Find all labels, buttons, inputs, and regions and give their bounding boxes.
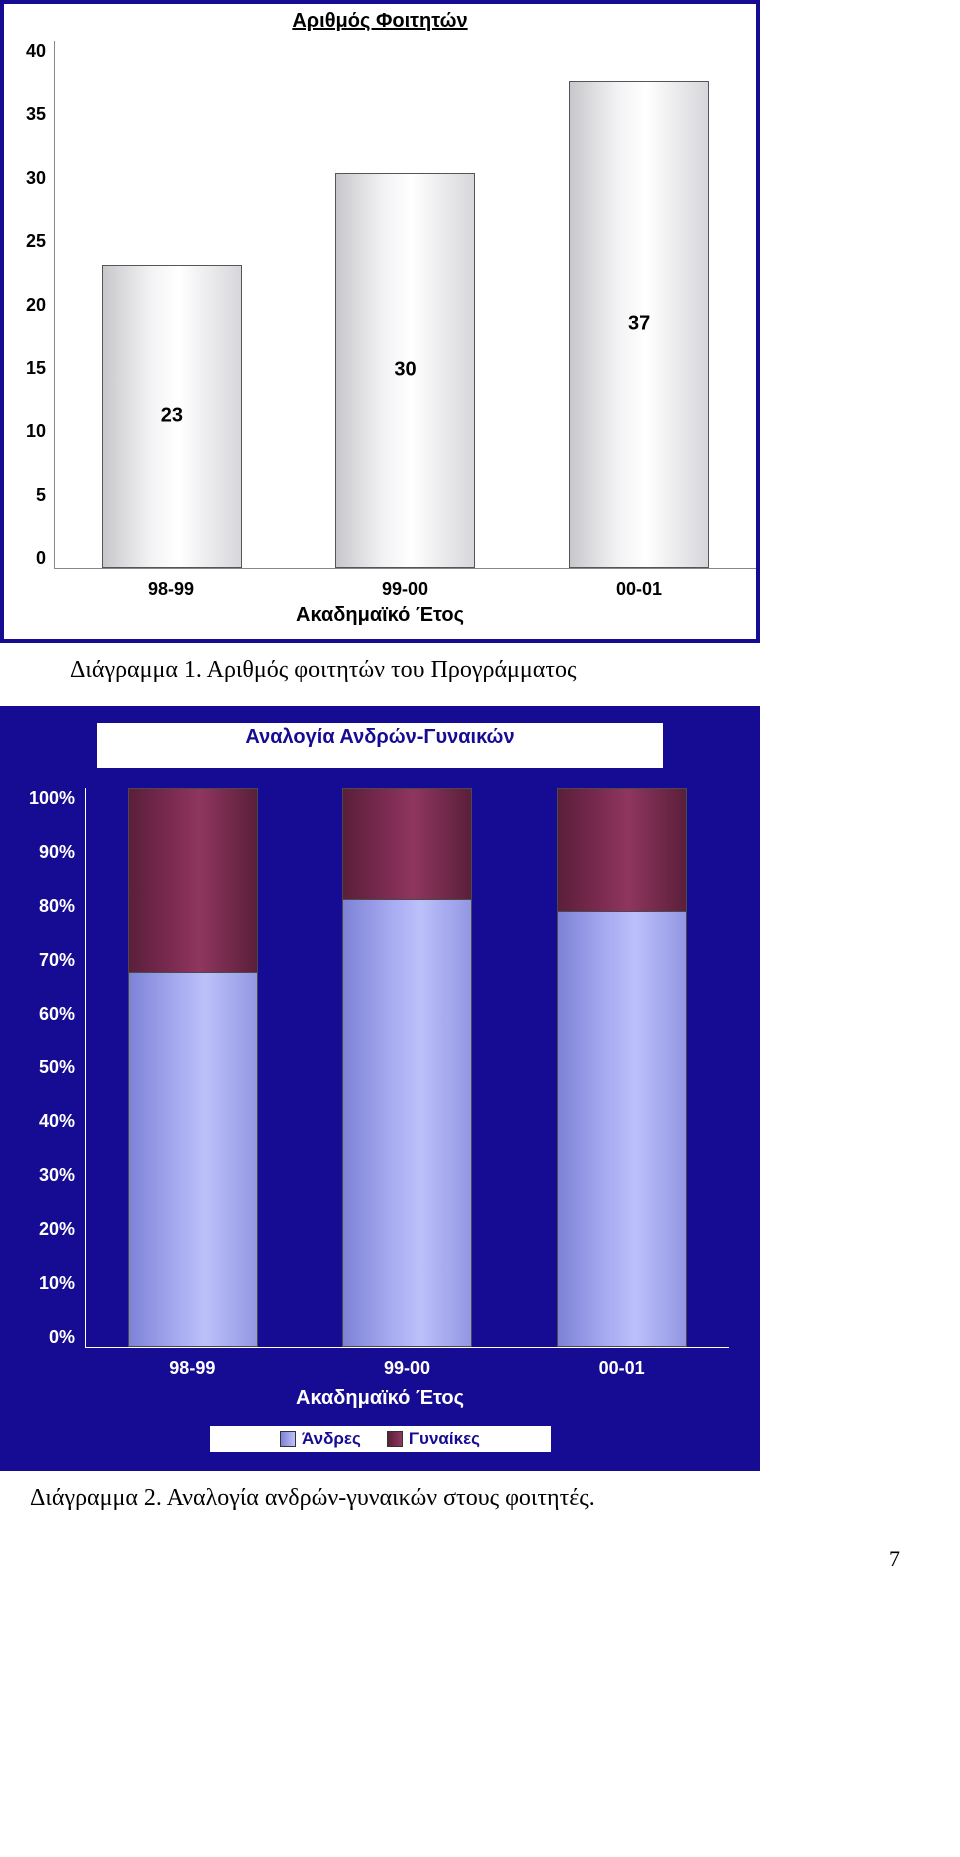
chart-1-y-tick: 20 [26, 295, 46, 316]
chart-2-y-tick: 10% [39, 1273, 75, 1294]
chart-2-y-tick: 70% [39, 950, 75, 971]
chart-1-y-tick: 5 [36, 485, 46, 506]
chart-2-x-label: Ακαδημαϊκό Έτος [5, 1383, 755, 1424]
chart-2-x-axis: 98-99 99-00 00-01 [85, 1348, 755, 1383]
legend-swatch-women [387, 1431, 403, 1447]
chart-1-x-tick: 99-00 [382, 579, 428, 600]
chart-2-y-tick: 60% [39, 1004, 75, 1025]
chart-1-caption: Διάγραμμα 1. Αριθμός φοιτητών του Προγρά… [0, 643, 960, 706]
chart-2-plot [85, 788, 729, 1348]
chart-2-x-tick: 00-01 [599, 1358, 645, 1379]
chart-2-segment-women [129, 789, 257, 973]
chart-2-stack [128, 788, 258, 1347]
legend-label-men: Άνδρες [302, 1429, 361, 1449]
chart-2-y-tick: 90% [39, 842, 75, 863]
chart-1-bar: 23 [102, 265, 242, 568]
chart-2-y-tick: 0% [49, 1327, 75, 1348]
chart-2-segment-men [129, 973, 257, 1346]
chart-2-y-axis: 100% 90% 80% 70% 60% 50% 40% 30% 20% 10% 0% [5, 788, 85, 1348]
chart-1-bar: 37 [569, 81, 709, 568]
chart-2-segment-men [343, 900, 471, 1346]
chart-2-y-tick: 100% [29, 788, 75, 809]
chart-2-segment-men [558, 912, 686, 1346]
chart-1-x-label: Ακαδημαϊκό Έτος [4, 604, 756, 639]
chart-2-x-tick: 99-00 [384, 1358, 430, 1379]
chart-2-legend: Άνδρες Γυναίκες [208, 1424, 553, 1454]
chart-2-y-tick: 20% [39, 1219, 75, 1240]
chart-2-caption: Διάγραμμα 2. Αναλογία ανδρών-γυναικών στ… [0, 1471, 960, 1522]
chart-1-bar-value: 37 [628, 313, 650, 336]
legend-item-women: Γυναίκες [387, 1429, 480, 1449]
chart-1-y-tick: 15 [26, 358, 46, 379]
chart-1-y-tick: 40 [26, 41, 46, 62]
chart-1-plot: 23 30 37 [54, 41, 756, 569]
chart-2-stack [342, 788, 472, 1347]
chart-1-bar-value: 23 [161, 405, 183, 428]
chart-1-y-tick: 35 [26, 104, 46, 125]
chart-1-title: Αριθμός Φοιτητών [4, 4, 756, 41]
chart-2-title: Αναλογία Ανδρών-Γυναικών [239, 725, 520, 750]
chart-2-stack [557, 788, 687, 1347]
legend-label-women: Γυναίκες [409, 1429, 480, 1449]
chart-2: Αναλογία Ανδρών-Γυναικών 100% 90% 80% 70% 60… [0, 706, 760, 1471]
chart-2-segment-women [558, 789, 686, 912]
chart-1-y-tick: 25 [26, 231, 46, 252]
chart-1: Αριθμός Φοιτητών 40 35 30 25 20 15 10 5 0 23 30 37… [0, 0, 760, 643]
legend-item-men: Άνδρες [280, 1429, 361, 1449]
chart-2-y-tick: 50% [39, 1057, 75, 1078]
chart-1-y-tick: 0 [36, 548, 46, 569]
chart-1-y-tick: 10 [26, 421, 46, 442]
chart-1-x-axis: 98-99 99-00 00-01 [54, 569, 756, 604]
chart-1-y-axis: 40 35 30 25 20 15 10 5 0 [4, 41, 54, 569]
chart-1-y-tick: 30 [26, 168, 46, 189]
chart-2-segment-women [343, 789, 471, 900]
page-number: 7 [889, 1546, 900, 1572]
chart-2-y-tick: 30% [39, 1165, 75, 1186]
chart-2-y-tick: 40% [39, 1111, 75, 1132]
chart-1-bar: 30 [335, 173, 475, 568]
chart-1-x-tick: 98-99 [148, 579, 194, 600]
chart-1-x-tick: 00-01 [616, 579, 662, 600]
chart-2-x-tick: 98-99 [169, 1358, 215, 1379]
chart-2-y-tick: 80% [39, 896, 75, 917]
legend-swatch-men [280, 1431, 296, 1447]
chart-1-bar-value: 30 [394, 359, 416, 382]
